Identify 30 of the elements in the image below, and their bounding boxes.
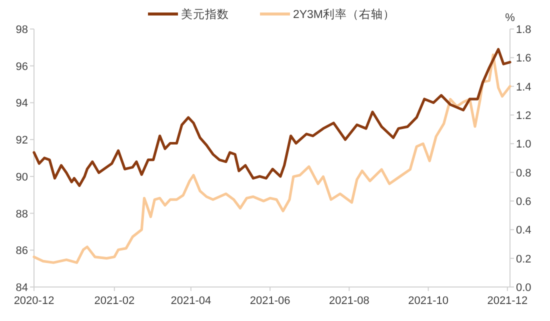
y-tick-label: 90 [16,171,28,184]
y2-tick-label: 1.6 [516,52,532,65]
y2-tick-label: 1.0 [516,138,532,151]
y2-tick-label: 0.0 [516,282,532,294]
y-tick-label: 84 [16,282,28,294]
y2-tick-label: 0.8 [516,167,532,180]
x-tick-label: 2020-12 [14,295,54,307]
line-series [32,54,512,264]
x-tick-label: 2021-06 [250,295,290,307]
x-tick-label: 2021-02 [94,295,135,307]
y2-tick-label: 0.6 [516,196,532,208]
legend-label: 美元指数 [180,7,229,21]
line-series [32,48,512,187]
y2-tick-label: 0.2 [516,253,532,266]
y-tick-label: 92 [16,134,28,147]
x-tick-label: 2021-10 [408,295,448,307]
x-tick-label: 2021-08 [328,295,370,307]
x-tick-label: 2021-12 [487,295,528,307]
y2-tick-label: 1.8 [516,24,532,36]
y-tick-label: 86 [16,245,28,258]
y2-tick-label: 1.4 [516,81,532,94]
y2-tick-label: 0.4 [516,224,532,237]
y-tick-label: 94 [16,98,28,110]
y-tick-label: 96 [16,60,28,73]
legend-label: 2Y3M利率（右轴） [292,7,396,21]
y2-tick-label: 1.2 [516,110,532,122]
y2-axis-title: % [505,12,516,24]
y-tick-label: 98 [16,24,28,36]
x-tick-label: 2021-04 [170,295,212,307]
y-tick-label: 88 [16,208,28,220]
